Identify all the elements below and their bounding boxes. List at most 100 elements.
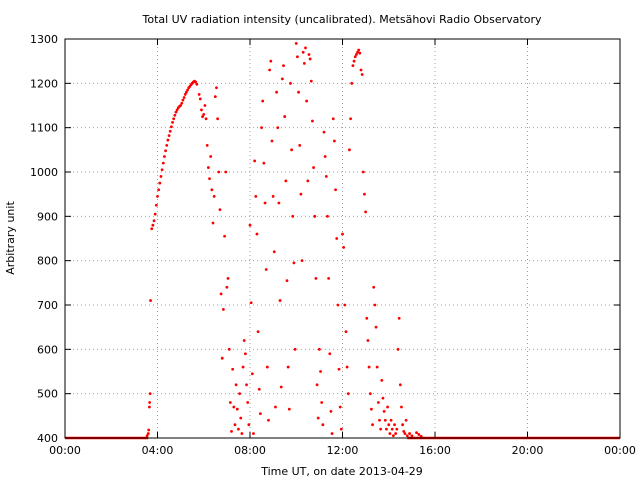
data-point [286,365,290,369]
data-point [375,365,379,369]
data-point [282,64,285,67]
data-point [202,112,206,116]
data-point [337,367,341,371]
data-point [209,155,213,158]
data-point [346,392,350,396]
data-point [165,144,169,147]
data-point [404,418,408,422]
data-point [339,427,343,431]
data-point [322,130,326,134]
data-point [194,80,198,84]
data-point [305,99,309,103]
data-point [328,352,332,356]
data-point [173,113,177,117]
data-point [333,139,336,143]
data-point [240,432,244,435]
data-point [398,383,402,387]
data-point [311,119,314,123]
data-point [380,378,384,382]
data-point [280,77,284,81]
data-point [290,148,294,152]
data-point [222,308,225,311]
data-point [307,53,311,56]
data-point [317,347,321,351]
data-point [283,115,287,118]
data-point [149,299,152,302]
data-point [419,434,423,438]
data-point [267,418,270,422]
data-point [246,401,250,404]
data-point [393,423,396,427]
data-point [394,432,398,435]
x-tick-label: 04:00 [142,444,174,457]
data-point [383,418,387,422]
data-point [262,161,266,165]
x-axis-label: Time UT, on date 2013-04-29 [260,465,423,478]
data-point [252,432,255,435]
data-point [388,432,392,435]
data-point [360,73,364,76]
data-point [387,423,391,427]
data-point [395,427,399,431]
grid-lines [65,39,620,438]
data-point [154,203,158,207]
y-tick-label: 1000 [30,166,58,179]
data-point [249,301,253,305]
data-point [241,365,245,369]
data-point [417,433,421,436]
data-point [348,148,351,152]
data-point [182,96,186,99]
data-point [359,68,363,72]
data-point [164,149,167,153]
data-point [272,250,276,254]
y-tick-label: 400 [37,432,58,445]
data-point [166,138,170,142]
data-point [320,401,324,404]
data-point [278,299,282,302]
data-point [242,339,246,342]
data-point [386,405,389,409]
data-point [219,292,223,296]
data-point [376,401,380,404]
data-point [309,79,313,83]
data-point [289,81,292,85]
data-point [314,277,318,280]
data-point [145,434,149,438]
data-point [361,170,365,174]
data-point [294,42,298,45]
data-points [65,42,620,440]
data-point [217,170,221,174]
data-point [415,431,418,435]
data-point [291,214,295,218]
data-point [298,144,302,147]
data-point [226,277,230,280]
data-point [274,405,277,409]
data-point [255,232,259,236]
data-point [218,208,222,212]
data-point [292,261,296,265]
data-point [374,325,378,329]
data-point [335,237,339,240]
data-point [366,339,370,342]
data-point [231,367,235,371]
data-point [270,139,274,143]
x-tick-label: 16:00 [419,444,451,457]
data-point [259,412,262,416]
data-point [216,117,220,121]
data-point [230,429,233,433]
data-point [396,347,400,351]
y-tick-label: 800 [37,255,58,268]
data-point [232,405,236,409]
data-point [319,370,322,373]
data-point [357,48,361,52]
data-point [308,57,312,61]
data-point [336,303,340,307]
data-point [257,387,261,391]
data-point [215,86,218,90]
data-point [344,330,348,333]
data-point [264,268,268,271]
data-point [263,201,267,205]
data-point [284,179,288,183]
data-point [183,93,187,96]
data-point [302,61,306,65]
